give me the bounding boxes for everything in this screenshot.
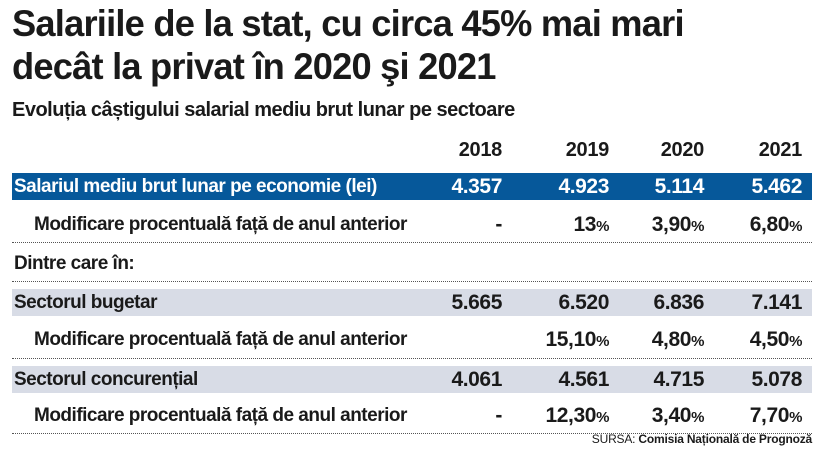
headline-line-1: Salariile de la stat, cu circa 45% mai m… [12,3,685,44]
table-row-economy-change: Modificare procentuală față de anul ante… [12,211,812,238]
row-label: Sectorul concurențial [14,369,198,390]
cell-value: 4.061 [451,368,502,391]
headline-line-2: decât la privat în 2020 şi 2021 [12,46,496,87]
row-label: Modificare procentuală față de anul ante… [34,405,407,426]
cell-value: 5.114 [654,175,705,198]
year-header: 2019 [565,139,610,161]
source-name: Comisia Națională de Prognoză [638,432,812,446]
cell-value: 7.141 [751,291,802,314]
cell-value: 4.715 [653,368,704,391]
percent-sign: % [789,333,802,350]
table-row-group-heading: Dintre care în: [12,250,812,277]
percent-sign: % [789,218,802,235]
table-title: Evoluția câștigului salarial mediu brut … [12,99,515,121]
cell-value: 5.462 [751,175,802,198]
cell-value: 15,10% [545,328,610,351]
row-label: Dintre care în: [14,253,135,274]
cell-value: 4.923 [558,175,609,198]
cell-value: 3,40% [651,404,705,427]
row-label: Modificare procentuală față de anul ante… [34,214,407,235]
cell-value: 6,80% [749,213,803,236]
percent-sign: % [691,218,704,235]
table-row-public-sector: Sectorul bugetar 5.665 6.520 6.836 7.141 [12,289,812,316]
cell-value: 12,30% [545,404,610,427]
cell-value: 6.520 [558,291,609,314]
cell-value: 5.078 [751,368,802,391]
percent-sign: % [596,409,609,426]
table-row-public-change: Modificare procentuală față de anul ante… [12,326,812,353]
percent-sign: % [596,218,609,235]
year-header-row: 2018 2019 2020 2021 [0,139,820,165]
cell-value: 4.561 [558,368,609,391]
cell-value: 4,50% [749,328,803,351]
source-note: SURSA: Comisia Națională de Prognoză [592,432,812,446]
percent-sign: % [691,333,704,350]
row-label: Sectorul bugetar [14,292,157,313]
cell-value: 7,70% [749,404,803,427]
table-row-private-change: Modificare procentuală față de anul ante… [12,402,812,429]
table-row-private-sector: Sectorul concurențial 4.061 4.561 4.715 … [12,366,812,393]
cell-value: 3,90% [651,213,705,236]
cell-value: - [495,404,502,427]
row-separator [12,281,812,282]
cell-value: 4,80% [651,328,705,351]
cell-value: 13% [573,213,610,236]
source-prefix: SURSA: [591,432,639,446]
cell-value: 4.357 [451,175,502,198]
row-separator [12,242,812,243]
percent-sign: % [596,333,609,350]
cell-value: 6.836 [653,291,704,314]
cell-value: - [495,213,502,236]
year-header: 2021 [758,139,803,161]
row-separator [12,358,812,359]
percent-sign: % [789,409,802,426]
headline: Salariile de la stat, cu circa 45% mai m… [12,2,796,88]
table-row-economy: Salariul mediu brut lunar pe economie (l… [12,173,812,200]
cell-value: 5.665 [451,291,502,314]
row-label: Salariul mediu brut lunar pe economie (l… [14,176,377,197]
row-label: Modificare procentuală față de anul ante… [34,329,407,350]
year-header: 2020 [660,139,705,161]
percent-sign: % [691,409,704,426]
row-separator [12,433,812,434]
year-header: 2018 [458,139,503,161]
